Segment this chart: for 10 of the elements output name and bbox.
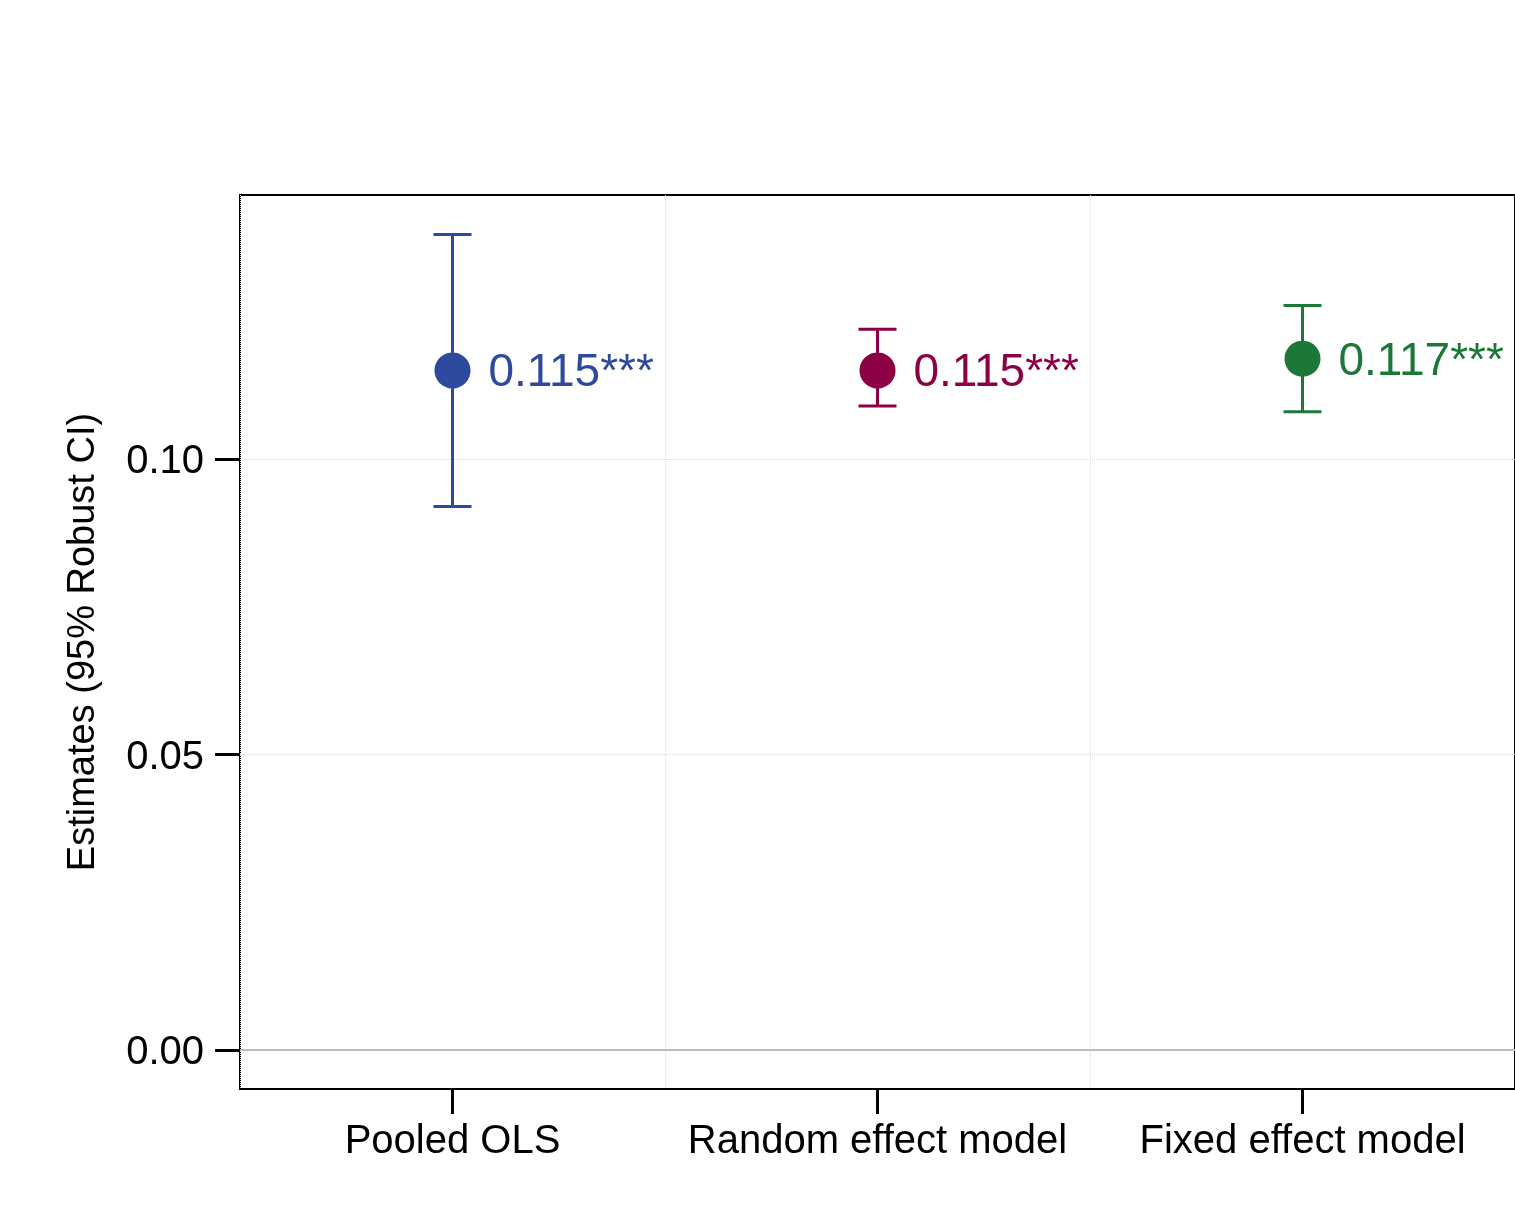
data-label: 0.117*** — [1338, 332, 1504, 385]
y-axis-title: Estimates (95% Robust CI) — [60, 412, 102, 872]
x-tick-label: Fixed effect model — [1139, 1117, 1466, 1161]
y-tick-label: 0.00 — [126, 1028, 204, 1072]
y-tick-label: 0.10 — [126, 437, 204, 482]
data-label: 0.115*** — [913, 344, 1079, 397]
x-tick-label: Random effect model — [687, 1117, 1068, 1161]
data-label: 0.115*** — [488, 344, 654, 397]
x-tick-label: Pooled OLS — [344, 1117, 561, 1161]
y-tick-label: 0.05 — [126, 732, 204, 777]
